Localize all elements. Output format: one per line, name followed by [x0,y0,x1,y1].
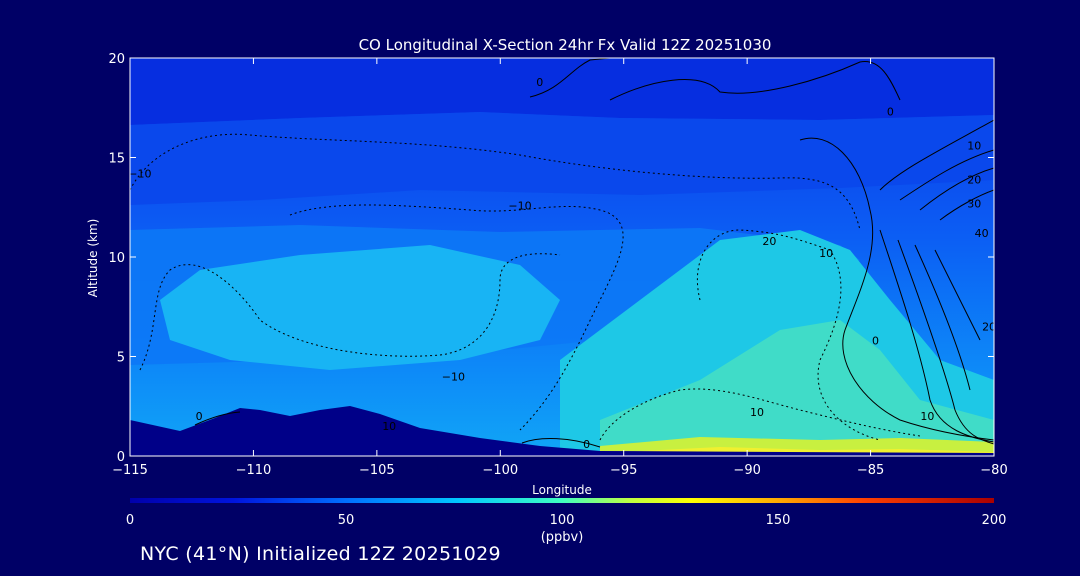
contour-neg-b [289,204,624,431]
contour-label: 10 [819,247,833,260]
contour-label: 20 [762,235,776,248]
y-tick-label: 20 [108,52,125,67]
y-tick-label: 15 [108,152,125,167]
contour-zero-top [529,58,901,101]
field-band-upper [130,112,994,205]
contour-label: 0 [196,410,203,423]
contour-label: 0 [536,76,543,89]
colorbar-ticks: 0 50 100 150 200 [126,513,1007,528]
contour-zero-surface [521,437,601,448]
contours [130,58,994,448]
field-band-top [130,58,994,125]
contour-20 [897,149,994,445]
chart-title: CO Longitudinal X-Section 24hr Fx Valid … [359,36,772,54]
contour-zero-west [194,411,241,426]
x-tick-label: −115 [112,463,148,478]
colorbar-unit: (ppbv) [541,530,584,545]
contour-label: 40 [975,227,989,240]
x-axis-label: Longitude [532,483,592,497]
plot-area: 0 −10 −10 0 10 20 30 40 20 10 0 20 −10 10 10 0 10 0 [128,58,996,456]
x-tick-label: −105 [359,463,395,478]
x-tick-label: −100 [482,463,518,478]
contour-zero-east [799,137,994,441]
y-tick-label: 10 [108,251,125,266]
contour-label: 0 [872,335,879,348]
terrain [130,406,994,456]
colorbar-tick-label: 150 [766,513,791,528]
x-tick-label: −85 [857,463,884,478]
contour-label: 10 [967,140,981,153]
field-plume-core [600,320,994,456]
contour-neg-d [696,229,881,441]
y-axis-label: Altitude (km) [86,219,100,298]
contour-label: −10 [442,370,465,383]
y-tick-label: 5 [117,351,125,366]
contour-label: 10 [750,406,764,419]
contour-label: 0 [887,106,894,119]
x-tick-label: −95 [610,463,637,478]
footer-caption: NYC (41°N) Initialized 12Z 20251029 [140,543,501,565]
colorbar-tick-label: 50 [338,513,355,528]
contour-label-layer: 0 −10 −10 0 10 20 30 40 20 10 0 20 −10 10 10 0 10 0 [128,76,996,451]
colorbar-tick-label: 200 [982,513,1007,528]
contour-label: 10 [920,410,934,423]
x-tick-label: −80 [980,463,1007,478]
contour-label: −10 [508,199,531,212]
x-axis: −115 −110 −105 −100 −95 −90 −85 −80 [112,58,1008,478]
contour-label: 0 [583,438,590,451]
contour-label: 30 [967,197,981,210]
y-tick-label: 0 [117,450,125,465]
contour-label: 20 [982,321,996,334]
y-axis: 0 5 10 15 20 [108,52,994,465]
contour-label: −10 [128,167,151,180]
x-tick-label: −110 [236,463,272,478]
colorbar [130,498,994,503]
colorbar-tick-label: 100 [550,513,575,528]
colorbar-tick-label: 0 [126,513,134,528]
x-tick-label: −90 [733,463,760,478]
contour-neg-c [139,253,561,371]
contour-label: 10 [382,420,396,433]
contour-neg-a [130,133,861,231]
contour-30 [914,167,994,391]
contour-40 [934,189,994,341]
field-plume-mid [160,245,560,370]
contour-10 [879,119,994,443]
contour-label: 20 [967,173,981,186]
